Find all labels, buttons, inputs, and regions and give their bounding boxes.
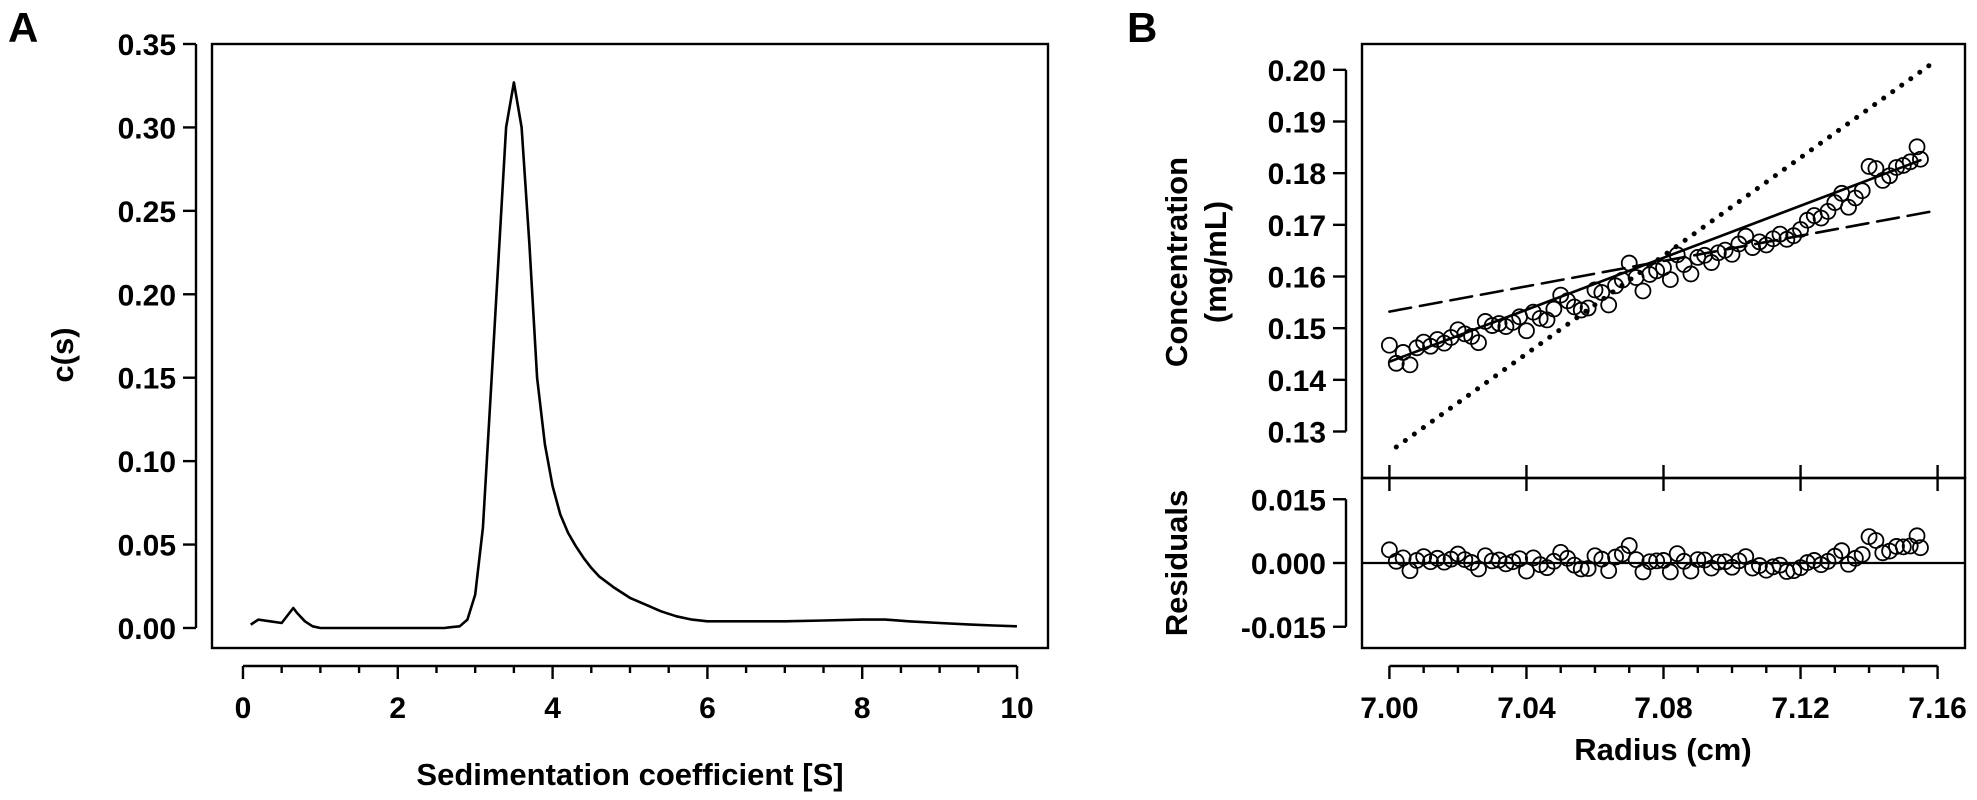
y-tick-label: 0.16 xyxy=(1268,262,1326,295)
panel-b-ylabel-line1: Concentration xyxy=(1159,157,1194,367)
panel-b-xlabel: Radius (cm) xyxy=(1574,732,1751,767)
data-point xyxy=(1634,282,1652,300)
residual-point xyxy=(1600,562,1618,580)
y-tick-label: 0.18 xyxy=(1268,158,1326,191)
y-tick-label: 0.25 xyxy=(118,196,176,229)
y-tick-label: 0.19 xyxy=(1268,107,1326,140)
residual-point xyxy=(1381,541,1398,559)
plot-frame xyxy=(210,42,1050,650)
data-point xyxy=(1470,334,1487,352)
residual-point xyxy=(1634,563,1652,581)
data-point xyxy=(1682,265,1700,283)
residual-point xyxy=(1518,562,1535,580)
data-point xyxy=(1912,150,1929,168)
residual-point xyxy=(1401,562,1419,580)
y-tick-label: 0.17 xyxy=(1268,210,1326,243)
y-tick-label: 0.00 xyxy=(118,613,176,646)
chart-panel-a: 0 2 4 6 8 10 0.00 0.05 0.10 0.15 0.20 0.25 0.30 0.35 xyxy=(118,29,1050,725)
data-point xyxy=(1531,309,1549,327)
y-tick-label: 0.14 xyxy=(1268,365,1327,398)
data-point xyxy=(1545,300,1563,318)
data-point xyxy=(1483,317,1501,334)
residual-point xyxy=(1470,560,1487,578)
y-tick-label: 0.000 xyxy=(1251,548,1326,581)
data-point xyxy=(1600,296,1618,314)
residual-point xyxy=(1661,563,1679,581)
chart-panel-b-concentration: 0.13 0.14 0.15 0.16 0.17 0.18 0.19 0.20 xyxy=(1268,42,1967,480)
data-point xyxy=(1572,301,1590,319)
y-tick-label: 0.015 xyxy=(1251,484,1326,517)
x-tick-label: 4 xyxy=(544,692,561,725)
data-point xyxy=(1456,325,1474,343)
panel-a-xlabel: Sedimentation coefficient [S] xyxy=(416,757,843,792)
chart-panel-b-residuals: 7.00 7.04 7.08 7.12 7.16 0.015 0.000 -0.015 xyxy=(1241,476,1967,725)
data-point xyxy=(1888,159,1905,176)
data-point xyxy=(1593,284,1611,301)
y-tick-label: 0.20 xyxy=(1268,55,1326,88)
residual-point xyxy=(1833,542,1851,560)
data-point xyxy=(1401,356,1419,374)
fit-line-solid xyxy=(1388,158,1922,364)
residual-point xyxy=(1572,560,1590,578)
data-point xyxy=(1579,299,1597,317)
data-point xyxy=(1661,271,1679,289)
x-tick-label: 7.16 xyxy=(1908,692,1966,725)
y-tick-label: 0.15 xyxy=(118,363,176,396)
panel-a-ylabel: c(s) xyxy=(45,327,80,382)
x-tick-label: 7.08 xyxy=(1634,692,1692,725)
x-tick-label: 10 xyxy=(1000,692,1033,725)
panel-b-ylabel-line2: (mg/mL) xyxy=(1198,201,1233,323)
x-tick-label: 7.00 xyxy=(1360,692,1418,725)
data-point xyxy=(1586,281,1604,299)
panel-b-label: B xyxy=(1127,4,1157,51)
data-point xyxy=(1901,153,1919,171)
x-tick-label: 0 xyxy=(235,692,252,725)
data-point xyxy=(1620,254,1638,272)
y-tick-label: -0.015 xyxy=(1241,612,1326,645)
x-tick-label: 2 xyxy=(389,692,406,725)
residual-point xyxy=(1579,560,1597,577)
panel-a-label: A xyxy=(8,4,38,51)
residual-point xyxy=(1912,539,1929,557)
x-tick-label: 7.12 xyxy=(1771,692,1829,725)
x-tick-label: 7.04 xyxy=(1497,692,1556,725)
data-point xyxy=(1908,138,1926,156)
panel-b-residuals-ylabel: Residuals xyxy=(1159,490,1194,636)
data-point xyxy=(1709,244,1727,262)
y-tick-label: 0.35 xyxy=(118,29,176,62)
y-tick-label: 0.13 xyxy=(1268,417,1326,450)
y-tick-label: 0.15 xyxy=(1268,313,1326,346)
residual-point xyxy=(1689,551,1707,568)
x-tick-label: 8 xyxy=(854,692,871,725)
residual-point xyxy=(1894,538,1912,556)
data-point xyxy=(1860,158,1878,175)
y-tick-label: 0.10 xyxy=(118,446,176,479)
data-point xyxy=(1381,336,1398,354)
residual-point xyxy=(1888,538,1905,555)
y-tick-label: 0.30 xyxy=(118,112,176,145)
fit-line-dotted xyxy=(1393,57,1941,450)
residual-point xyxy=(1648,552,1666,570)
x-tick-label: 6 xyxy=(699,692,716,725)
residual-point xyxy=(1620,537,1638,554)
residual-point xyxy=(1853,546,1871,563)
residual-point xyxy=(1641,553,1659,571)
residual-point xyxy=(1744,559,1761,577)
data-point xyxy=(1853,182,1871,200)
residual-point xyxy=(1874,544,1892,562)
cs-distribution-line xyxy=(249,81,1018,630)
residual-point xyxy=(1798,554,1816,571)
residual-point xyxy=(1908,527,1926,545)
data-point xyxy=(1518,322,1535,340)
y-tick-label: 0.05 xyxy=(118,530,176,563)
y-tick-label: 0.20 xyxy=(118,279,176,312)
